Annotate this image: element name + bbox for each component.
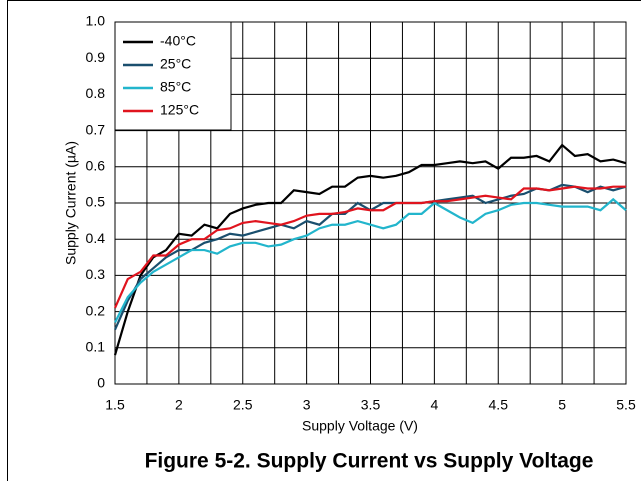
x-axis-label: Supply Voltage (V) [302, 418, 418, 434]
y-tick-label: 0.3 [86, 266, 106, 282]
legend-label: 85°C [160, 79, 191, 95]
chart-title: Figure 5-2. Supply Current vs Supply Vol… [145, 450, 594, 473]
y-tick-label: 0.5 [86, 194, 106, 210]
y-tick-label: 0 [97, 375, 105, 391]
plot-frame [114, 21, 627, 385]
x-tick-label: 1.5 [105, 397, 125, 413]
x-tick-label: 2.5 [233, 397, 253, 413]
x-tick-label: 3.5 [361, 397, 381, 413]
x-tick-label: 2 [175, 397, 183, 413]
legend-label: -40°C [160, 33, 196, 49]
series-line [113, 143, 627, 356]
series-line [113, 185, 626, 309]
legend-label: 125°C [160, 102, 199, 118]
series-line [114, 197, 627, 323]
y-tick-label: 0.4 [86, 230, 106, 246]
y-tick-label: 0.8 [86, 85, 106, 101]
x-tick-label: 4.5 [489, 397, 509, 413]
y-tick-label: 0.9 [86, 49, 106, 65]
y-tick-label: 0.6 [86, 158, 106, 174]
x-tick-label: 4 [430, 397, 438, 413]
y-axis-label: Supply Current (µA) [63, 141, 79, 265]
x-tick-label: 5.5 [616, 397, 636, 413]
y-tick-label: 1.0 [86, 13, 106, 29]
y-tick-label: 0.7 [86, 121, 106, 137]
legend-label: 25°C [160, 56, 191, 72]
x-tick-label: 3 [303, 397, 311, 413]
x-tick-label: 5 [558, 397, 566, 413]
y-tick-label: 0.2 [86, 302, 106, 318]
y-tick-label: 0.1 [86, 339, 106, 355]
